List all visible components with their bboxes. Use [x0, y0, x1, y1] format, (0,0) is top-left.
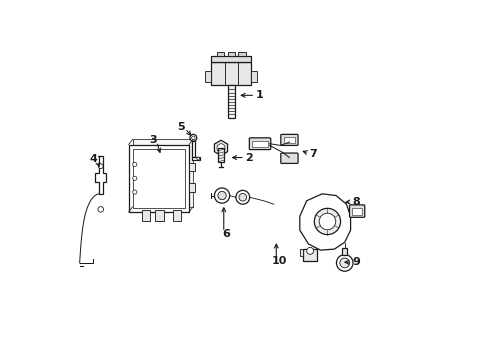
FancyBboxPatch shape: [280, 134, 298, 145]
Circle shape: [132, 176, 137, 180]
Bar: [227, 52, 235, 56]
Circle shape: [319, 213, 335, 230]
Polygon shape: [217, 143, 224, 152]
Bar: [172, 210, 181, 221]
Circle shape: [132, 162, 137, 167]
Circle shape: [191, 136, 195, 140]
Bar: [191, 141, 195, 157]
Circle shape: [189, 134, 196, 141]
Text: 3: 3: [149, 135, 157, 145]
Text: 10: 10: [271, 256, 286, 266]
FancyBboxPatch shape: [211, 63, 251, 85]
Bar: [189, 163, 195, 171]
Bar: [132, 149, 184, 208]
Polygon shape: [299, 194, 350, 250]
Text: 1: 1: [255, 90, 263, 100]
Text: 4: 4: [90, 154, 98, 164]
Bar: [341, 248, 347, 255]
FancyBboxPatch shape: [252, 141, 267, 147]
Circle shape: [306, 247, 313, 254]
Circle shape: [235, 190, 249, 204]
FancyBboxPatch shape: [249, 138, 270, 150]
Circle shape: [339, 258, 349, 268]
Bar: [238, 52, 245, 56]
Text: 8: 8: [351, 197, 359, 207]
Bar: [218, 148, 224, 162]
Circle shape: [239, 193, 246, 201]
Bar: [128, 145, 189, 212]
Circle shape: [314, 208, 340, 235]
Bar: [227, 85, 235, 118]
Bar: [211, 56, 251, 63]
Bar: [251, 71, 257, 81]
Bar: [205, 71, 211, 81]
Bar: [216, 52, 224, 56]
FancyBboxPatch shape: [280, 153, 298, 163]
Bar: [299, 249, 303, 256]
Bar: [141, 210, 150, 221]
Text: 6: 6: [222, 229, 230, 239]
Circle shape: [132, 190, 137, 194]
FancyBboxPatch shape: [349, 205, 364, 217]
Circle shape: [98, 164, 103, 168]
Polygon shape: [95, 156, 106, 194]
Circle shape: [98, 207, 103, 212]
Circle shape: [196, 157, 199, 160]
Polygon shape: [214, 140, 227, 156]
Text: 5: 5: [177, 122, 184, 132]
Circle shape: [336, 255, 352, 271]
Text: 7: 7: [308, 149, 316, 159]
Circle shape: [214, 188, 229, 203]
Bar: [191, 157, 200, 160]
Text: 9: 9: [351, 257, 359, 267]
Bar: [155, 210, 163, 221]
Bar: [189, 184, 195, 192]
Text: 2: 2: [244, 153, 252, 162]
Polygon shape: [132, 139, 193, 207]
Bar: [303, 249, 316, 261]
FancyBboxPatch shape: [351, 208, 362, 215]
FancyBboxPatch shape: [284, 137, 294, 143]
Circle shape: [218, 192, 226, 200]
